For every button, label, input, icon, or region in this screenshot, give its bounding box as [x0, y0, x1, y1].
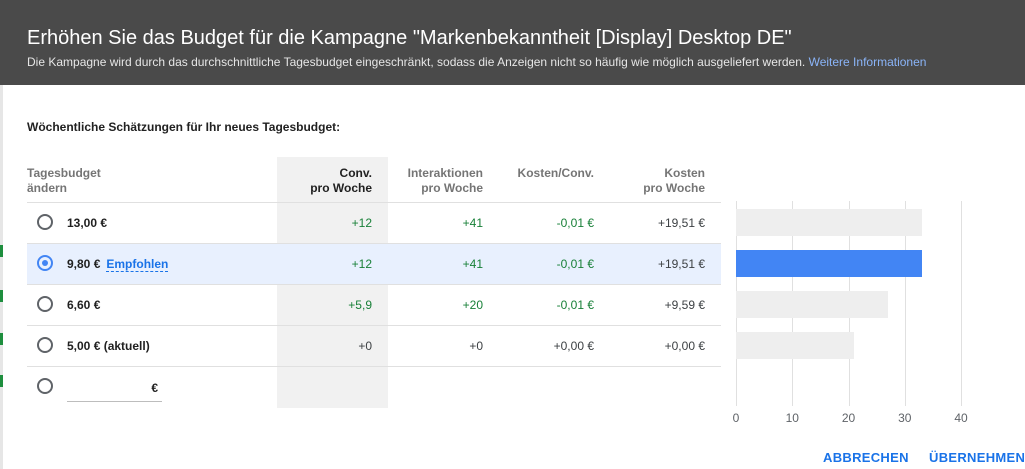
interactions-value: +41 — [462, 216, 483, 230]
cost-per-conv-value: -0,01 € — [556, 298, 594, 312]
cost-value: +9,59 € — [664, 298, 705, 312]
cost-value: +19,51 € — [657, 257, 705, 271]
budget-row-0[interactable]: 13,00 € +12 +41 -0,01 € +19,51 € — [27, 202, 721, 244]
cost-value: +19,51 € — [657, 216, 705, 230]
radio-button[interactable] — [37, 296, 53, 312]
radio-button[interactable] — [37, 378, 53, 394]
chart-bar — [736, 209, 922, 236]
budget-value: 9,80 € Empfohlen — [67, 257, 169, 272]
custom-budget-input[interactable]: € — [67, 375, 162, 402]
cost-value: +0,00 € — [664, 339, 705, 353]
radio-button-selected[interactable] — [37, 255, 53, 271]
budget-row-3[interactable]: 5,00 € (aktuell) +0 +0 +0,00 € +0,00 € — [27, 325, 721, 367]
radio-button[interactable] — [37, 337, 53, 353]
col-header-interactions[interactable]: Interaktionen pro Woche — [407, 166, 483, 195]
section-title: Wöchentliche Schätzungen für Ihr neues T… — [27, 120, 341, 134]
dialog-subtitle: Die Kampagne wird durch das durchschnitt… — [27, 55, 926, 69]
x-tick-label: 0 — [732, 411, 740, 425]
cancel-button[interactable]: ABBRECHEN — [823, 450, 909, 465]
conv-value: +5,9 — [348, 298, 372, 312]
cost-per-conv-value: -0,01 € — [556, 257, 594, 271]
background-page-edge — [0, 85, 3, 469]
cost-per-conv-value: -0,01 € — [556, 216, 594, 230]
budget-row-2[interactable]: 6,60 € +5,9 +20 -0,01 € +9,59 € — [27, 284, 721, 326]
grid-line — [961, 201, 962, 406]
subtitle-text: Die Kampagne wird durch das durchschnitt… — [27, 55, 806, 69]
interactions-value: +41 — [462, 257, 483, 271]
chart-bar — [736, 250, 922, 277]
x-tick-label: 40 — [954, 411, 968, 425]
budget-bar-chart: 0 10 20 30 40 — [733, 201, 984, 431]
col-header-budget: Tagesbudget ändern — [27, 166, 101, 195]
budget-value: 5,00 € (aktuell) — [67, 339, 150, 353]
budget-row-custom[interactable]: € — [27, 366, 721, 408]
dialog-header: Erhöhen Sie das Budget für die Kampagne … — [0, 0, 1025, 85]
budget-value: 13,00 € — [67, 216, 108, 230]
conv-value: +12 — [351, 216, 372, 230]
conv-value: +12 — [351, 257, 372, 271]
chart-bar — [736, 291, 888, 318]
col-header-cost-per-conv[interactable]: Kosten/Conv. — [517, 166, 594, 180]
dialog-title: Erhöhen Sie das Budget für die Kampagne … — [27, 27, 792, 49]
apply-button[interactable]: ÜBERNEHMEN — [929, 450, 1025, 465]
budget-value: 6,60 € — [67, 298, 101, 312]
cost-per-conv-value: +0,00 € — [553, 339, 594, 353]
chart-bar — [736, 332, 855, 359]
interactions-value: +20 — [462, 298, 483, 312]
col-header-conv[interactable]: Conv. pro Woche — [310, 166, 372, 195]
budget-row-1[interactable]: 9,80 € Empfohlen +12 +41 -0,01 € +19,51 € — [27, 243, 721, 285]
recommended-label[interactable]: Empfohlen — [106, 257, 169, 272]
grid-line — [904, 201, 906, 406]
x-tick-label: 10 — [785, 411, 799, 425]
conv-value: +0 — [358, 339, 372, 353]
x-tick-label: 20 — [841, 411, 856, 425]
currency-symbol: € — [151, 381, 158, 395]
interactions-value: +0 — [469, 339, 483, 353]
x-tick-label: 30 — [898, 411, 912, 425]
learn-more-link[interactable]: Weitere Informationen — [808, 55, 927, 69]
col-header-cost[interactable]: Kosten pro Woche — [643, 166, 705, 195]
radio-button[interactable] — [37, 214, 53, 230]
